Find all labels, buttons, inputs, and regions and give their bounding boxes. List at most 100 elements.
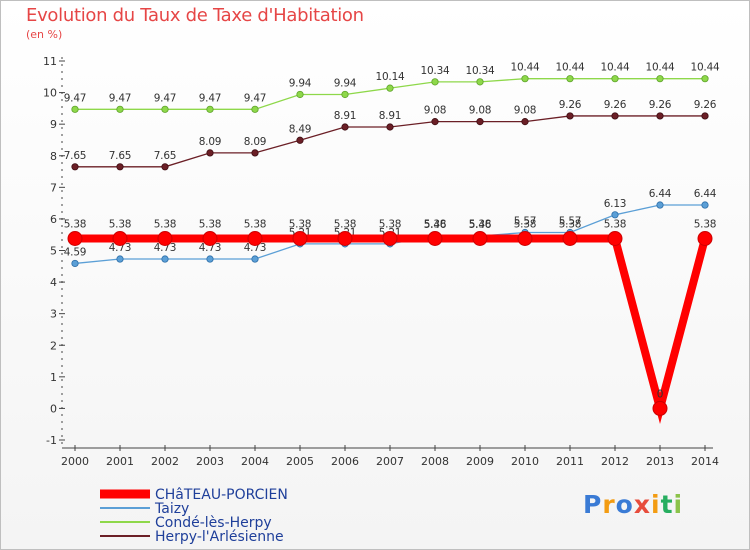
x-tick-label: 2008 bbox=[421, 455, 449, 468]
data-point bbox=[701, 75, 709, 83]
data-point bbox=[161, 163, 169, 171]
data-label: 5.38 bbox=[199, 218, 222, 230]
y-tick-label: 8 bbox=[50, 150, 57, 163]
data-point bbox=[161, 255, 169, 263]
data-point bbox=[341, 90, 349, 99]
data-point bbox=[341, 123, 349, 131]
data-label: 5.38 bbox=[289, 218, 312, 230]
y-tick-label: 5 bbox=[50, 245, 57, 258]
data-label: 9.47 bbox=[199, 92, 222, 104]
data-label: 4.73 bbox=[154, 242, 177, 254]
legend-label: Taizy bbox=[154, 501, 189, 517]
data-label: 7.65 bbox=[109, 150, 132, 162]
data-label: 10.44 bbox=[510, 62, 540, 74]
data-point bbox=[67, 230, 83, 246]
x-tick-label: 2000 bbox=[61, 455, 89, 468]
chart-title: Evolution du Taux de Taxe d'Habitation bbox=[26, 5, 364, 26]
data-label: 10.44 bbox=[600, 62, 630, 74]
x-tick-label: 2014 bbox=[691, 455, 719, 468]
data-label: 10.44 bbox=[555, 62, 585, 74]
data-point bbox=[251, 149, 259, 157]
data-label: 10.34 bbox=[420, 65, 450, 77]
data-point bbox=[566, 75, 574, 83]
data-label: 8.91 bbox=[334, 110, 357, 122]
data-label: 5.38 bbox=[154, 218, 177, 230]
y-tick-label: 10 bbox=[43, 87, 57, 100]
data-point bbox=[206, 149, 214, 157]
data-label: 9.08 bbox=[469, 105, 492, 117]
data-label: 8.49 bbox=[289, 123, 312, 135]
data-point bbox=[652, 400, 668, 416]
x-tick-label: 2006 bbox=[331, 455, 359, 468]
data-point bbox=[656, 201, 664, 209]
data-label: 0 bbox=[657, 388, 663, 400]
logo-letter: x bbox=[633, 490, 651, 519]
data-point bbox=[566, 112, 574, 120]
data-label: 9.94 bbox=[289, 77, 312, 89]
logo-letter: t bbox=[660, 490, 674, 519]
data-point bbox=[296, 90, 304, 99]
data-label: 6.44 bbox=[649, 188, 672, 200]
data-label: 4.59 bbox=[64, 246, 87, 258]
data-point bbox=[701, 201, 709, 209]
y-tick-label: 9 bbox=[50, 118, 57, 131]
x-tick-label: 2002 bbox=[151, 455, 179, 468]
data-label: 9.47 bbox=[109, 92, 132, 104]
legend-label: CHâTEAU-PORCIEN bbox=[155, 487, 288, 503]
data-label: 5.38 bbox=[424, 218, 447, 230]
data-point bbox=[476, 78, 484, 86]
data-point bbox=[611, 211, 619, 219]
data-label: 9.08 bbox=[424, 105, 447, 117]
logo-letter: r bbox=[602, 490, 616, 519]
data-label: 5.57 bbox=[514, 215, 537, 227]
data-label: 5.38 bbox=[109, 218, 132, 230]
data-point bbox=[431, 118, 439, 126]
data-point bbox=[116, 163, 124, 171]
data-label: 6.44 bbox=[694, 188, 717, 200]
data-label: 5.57 bbox=[559, 215, 582, 227]
legend-label: Herpy-l'Arlésienne bbox=[155, 529, 284, 545]
data-label: 9.08 bbox=[514, 105, 537, 117]
data-point bbox=[251, 255, 259, 263]
data-point bbox=[656, 112, 664, 120]
x-tick-label: 2010 bbox=[511, 455, 539, 468]
series-2-group: 9.47 9.47 9.47 9.47 9.47 9.94 9.94 10.14 10.34 10… bbox=[64, 62, 720, 113]
data-label: 10.14 bbox=[375, 71, 405, 83]
data-point bbox=[206, 105, 214, 113]
data-point bbox=[71, 259, 79, 268]
data-label: 5.38 bbox=[379, 218, 402, 230]
data-label: 5.38 bbox=[514, 218, 537, 230]
logo-letter: i bbox=[651, 490, 661, 519]
data-point bbox=[521, 118, 529, 126]
y-tick-label: -1 bbox=[46, 434, 57, 447]
data-label: 10.34 bbox=[465, 65, 495, 77]
data-point bbox=[161, 105, 169, 113]
data-point bbox=[607, 230, 623, 246]
series-line bbox=[75, 234, 709, 425]
data-point bbox=[611, 112, 619, 120]
y-tick-label: 4 bbox=[50, 276, 57, 289]
data-point bbox=[296, 136, 304, 144]
x-tick-label: 2001 bbox=[106, 455, 134, 468]
chart-subtitle: (en %) bbox=[26, 28, 63, 41]
x-tick-label: 2013 bbox=[646, 455, 674, 468]
data-point bbox=[202, 230, 218, 246]
data-label: 7.65 bbox=[154, 150, 177, 162]
x-tick-label: 2007 bbox=[376, 455, 404, 468]
data-label: 5.38 bbox=[244, 218, 267, 230]
data-label: 4.73 bbox=[244, 242, 267, 254]
y-tick-label: 11 bbox=[43, 55, 57, 68]
data-point bbox=[206, 255, 214, 263]
data-point bbox=[71, 163, 79, 171]
data-label: 4.73 bbox=[199, 242, 222, 254]
x-tick-label: 2011 bbox=[556, 455, 584, 468]
data-label: 5.46 bbox=[469, 219, 492, 231]
data-label: 5.38 bbox=[559, 218, 582, 230]
data-point bbox=[157, 230, 173, 246]
data-label: 5.38 bbox=[64, 218, 87, 230]
x-tick-label: 2009 bbox=[466, 455, 494, 468]
data-label: 4.73 bbox=[109, 242, 132, 254]
series-0-group: 5.38 5.38 5.38 5.38 5.38 5.38 5.38 5.38 5.38 5.38… bbox=[64, 218, 716, 425]
x-tick-label: 2005 bbox=[286, 455, 314, 468]
